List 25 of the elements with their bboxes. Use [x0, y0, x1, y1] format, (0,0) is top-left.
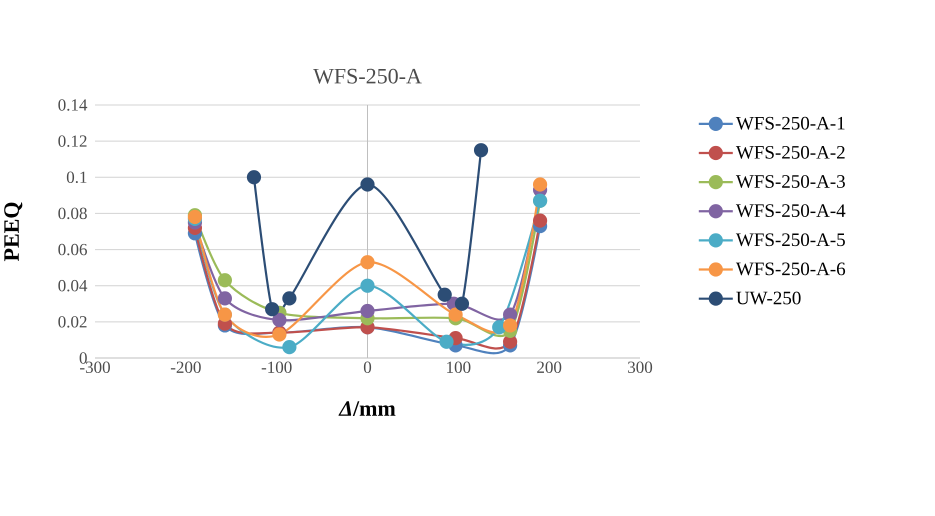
x-tick-label: 300 [628, 362, 652, 373]
y-tick-label: 0.08 [58, 208, 87, 220]
x-axis-title: Δ/mm [338, 401, 396, 416]
x-tick-label: -200 [170, 362, 201, 373]
y-tick-label: 0 [80, 352, 87, 364]
legend-label: WFS-250-A-6 [736, 262, 846, 276]
legend-label: WFS-250-A-5 [736, 233, 845, 246]
legend-label: WFS-250-A-4 [736, 204, 846, 218]
y-tick-label: 0.06 [58, 244, 87, 256]
legend-label: UW-250 [736, 292, 801, 305]
y-tick-label: 0.1 [66, 172, 86, 184]
y-tick-label: 0.14 [58, 99, 88, 111]
x-tick-label: 200 [537, 362, 562, 373]
legend-label: WFS-250-A-1 [736, 116, 845, 130]
y-axis-title: PEEQ [4, 202, 22, 262]
legend-label: WFS-250-A-2 [736, 146, 845, 159]
x-tick-label: 100 [447, 362, 470, 373]
y-tick-label: 0.04 [58, 280, 88, 292]
y-tick-label: 0.02 [58, 316, 87, 328]
y-tick-label: 0.12 [58, 135, 87, 147]
x-tick-label: -100 [262, 362, 292, 373]
legend-label: WFS-250-A-3 [736, 175, 845, 188]
x-tick-label: 0 [364, 362, 372, 373]
chart-title: WFS-250-A [313, 68, 422, 84]
x-tick-label: -300 [80, 362, 110, 373]
